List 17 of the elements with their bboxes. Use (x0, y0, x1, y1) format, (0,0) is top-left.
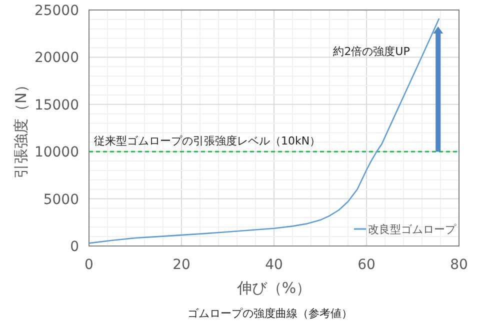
y-axis-title: 引張強度（N） (12, 77, 30, 179)
y-tick-label: 0 (70, 239, 79, 255)
y-tick-label: 15000 (34, 97, 79, 114)
ref-line-label: 従来型ゴムロープの引張強度レベル（10kN） (94, 134, 321, 148)
x-tick-label: 40 (265, 257, 283, 273)
y-tick-label: 20000 (34, 50, 79, 66)
y-tick-label: 5000 (43, 192, 79, 208)
x-tick-label: 60 (358, 257, 376, 273)
y-tick-label: 25000 (34, 3, 79, 19)
annotation: 約2倍の強度UP (333, 44, 410, 58)
x-tick-label: 0 (84, 257, 94, 273)
x-axis-title: 伸び（%） (236, 279, 312, 297)
legend-label: 改良型ゴムロープ (368, 223, 457, 236)
x-tick-label: 20 (172, 257, 190, 273)
text: ゴムロープの強度曲線（参考値） (188, 307, 352, 320)
y-tick-label: 10000 (34, 144, 79, 161)
x-tick-label: 80 (450, 257, 468, 273)
